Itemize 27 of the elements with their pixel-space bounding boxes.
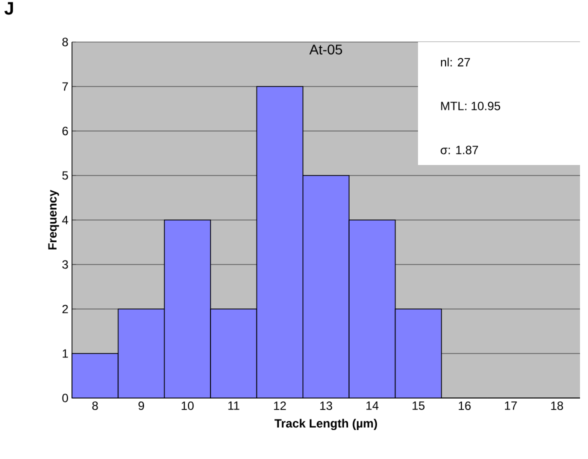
x-tick-label: 17 [504,402,517,410]
y-tick-label: 3 [62,260,68,269]
annotation: MTL: 10.95 [441,102,500,110]
chart-title: At-05 [309,44,342,55]
x-tick-label: 10 [182,402,194,410]
x-tick-label: 11 [228,402,240,410]
y-tick-label: 7 [62,82,68,91]
x-tick-label: 12 [274,402,286,410]
x-tick-label: 13 [320,402,332,410]
x-axis-title: Track Length (µm) [274,418,378,430]
y-tick-label: 4 [62,216,68,224]
x-tick-label: 15 [412,402,425,410]
annotation: σ: 1.87 [440,146,478,154]
y-tick-label: 0 [62,394,68,402]
x-tick-label: 8 [92,402,98,410]
y-tick-label: 2 [62,304,68,314]
x-tick-label: 14 [366,402,378,410]
annotation: nl: 27 [441,58,470,66]
x-tick-label: 18 [551,402,564,410]
y-tick-label: 6 [62,126,68,136]
y-tick-label: 8 [62,38,68,46]
y-tick-label: 5 [62,171,68,180]
y-tick-label: 1 [62,349,68,358]
x-tick-label: 9 [138,402,144,410]
text: J [4,2,13,15]
y-axis-title: Frequency [48,190,59,250]
x-tick-label: 16 [458,402,471,410]
